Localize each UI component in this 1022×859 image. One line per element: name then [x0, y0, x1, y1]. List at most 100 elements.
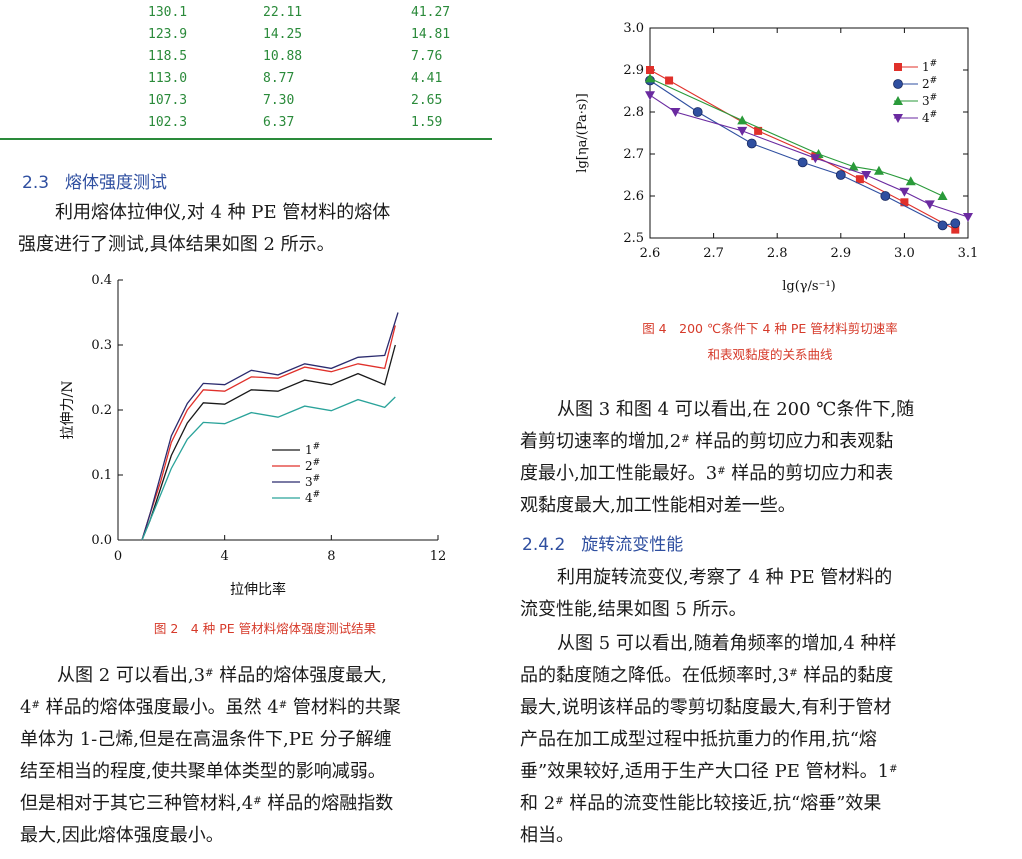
- paragraph-line: 从图 5 可以看出,随着角频率的增加,4 种样: [557, 633, 897, 654]
- paragraph-line: 强度进行了测试,具体结果如图 2 所示。: [18, 234, 335, 255]
- paragraph-line: 和 2# 样品的流变性能比较接近,抗“熔垂”效果: [520, 793, 882, 814]
- figure-2-caption: 图 2 4 种 PE 管材料熔体强度测试结果: [153, 621, 377, 636]
- section-number: 2.4.2: [522, 535, 566, 555]
- series-line-4: [649, 94, 969, 218]
- data-point-1: [951, 225, 960, 234]
- paragraph-line: 观黏度最大,加工性能相对差一些。: [520, 495, 796, 516]
- table-cell: 130.1: [148, 5, 188, 20]
- legend-label: 2#: [922, 76, 937, 91]
- paragraph-line: 最大,说明该样品的零剪切黏度最大,有利于管材: [520, 697, 892, 718]
- data-point-3: [905, 176, 916, 186]
- section-title: 旋转流变性能: [581, 535, 684, 555]
- paragraph-line: 产品在加工成型过程中抵抗重力的作用,抗“熔: [520, 729, 877, 750]
- series-line-3: [141, 312, 399, 541]
- y-tick-label: 0.2: [91, 403, 112, 418]
- data-point-4: [861, 171, 872, 180]
- section-title: 熔体强度测试: [65, 173, 168, 193]
- table-bottom-rule: [0, 138, 492, 140]
- x-tick-label: 8: [327, 549, 335, 564]
- data-point-1: [855, 175, 864, 184]
- data-point-4: [670, 108, 681, 117]
- data-point-2: [937, 220, 948, 231]
- x-axis-label: 拉伸比率: [230, 581, 286, 598]
- paragraph-2-3: 利用熔体拉伸仪,对 4 种 PE 管材料的熔体 强度进行了测试,具体结果如图 2…: [18, 197, 492, 261]
- table-row: 113.0 8.77 4.41: [0, 71, 492, 93]
- section-heading-2-3: 2.3 熔体强度测试: [22, 168, 167, 193]
- paragraph-line: 从图 3 和图 4 可以看出,在 200 ℃条件下,随: [557, 399, 915, 420]
- legend-marker: [893, 114, 903, 123]
- data-point-4: [924, 200, 935, 210]
- y-tick-label: 2.8: [623, 105, 644, 120]
- data-point-3: [873, 165, 884, 175]
- table-row: 118.5 10.88 7.76: [0, 49, 492, 71]
- table-cell: 118.5: [148, 49, 188, 64]
- legend-label: 2#: [305, 458, 320, 473]
- paragraph-line: 品的黏度随之降低。在低频率时,3# 样品的黏度: [520, 665, 894, 686]
- y-tick-label: 2.6: [623, 189, 644, 204]
- x-tick-label: 0: [114, 549, 122, 564]
- data-point-3: [937, 191, 948, 200]
- y-tick-label: 0.4: [91, 273, 112, 288]
- data-point-4: [737, 126, 748, 136]
- data-point-2: [835, 170, 846, 180]
- right-column: 2.5 2.6 2.7 2.8 2.9 3.0 2.6 2.7 2.8 2.9 3.0 3.1 lg(γ…: [520, 0, 1022, 859]
- table-cell: 7.76: [411, 49, 443, 64]
- data-point-4: [899, 187, 910, 197]
- series-line-1: [649, 69, 956, 231]
- table-cell: 4.41: [411, 71, 443, 86]
- table-cell: 10.88: [263, 49, 303, 64]
- table-cell: 2.65: [411, 93, 443, 108]
- series-line-2: [141, 325, 396, 541]
- x-tick-label: 2.8: [767, 246, 788, 261]
- table-row: 130.1 22.11 41.27: [0, 5, 492, 27]
- series-line-3: [649, 77, 943, 197]
- x-tick-label: 12: [430, 549, 447, 564]
- y-tick-label: 2.7: [623, 147, 644, 162]
- table-cell: 7.30: [263, 93, 295, 108]
- figure-4-viscosity-chart: 2.52.62.72.82.93.02.6 2.7 2.8 2.9 3.0 3.1lg(γ…: [575, 21, 979, 294]
- section-number: 2.3: [22, 173, 50, 193]
- x-tick-label: 2.9: [830, 246, 851, 261]
- legend-label: 4#: [305, 490, 320, 505]
- paragraph-line: 相当。: [520, 825, 574, 846]
- legend-marker: [893, 79, 903, 89]
- x-tick-label: 4: [221, 549, 229, 564]
- plot-frame: [649, 27, 969, 239]
- series-line-2: [649, 80, 956, 226]
- data-point-3: [848, 161, 859, 171]
- figure-4-caption-line-2: 和表观黏度的关系曲线: [707, 347, 833, 362]
- data-point-1: [646, 66, 654, 74]
- data-point-4: [645, 91, 655, 101]
- data-point-4: [963, 213, 973, 222]
- table-cell: 123.9: [148, 27, 188, 42]
- paragraph-line: 着剪切速率的增加,2# 样品的剪切应力和表观黏: [520, 431, 894, 452]
- series-line-1: [141, 344, 396, 541]
- paragraph-fig5-discussion: 从图 5 可以看出,随着角频率的增加,4 种样 品的黏度随之降低。在低频率时,3…: [520, 628, 1012, 852]
- paragraph-rotational-rheometry: 利用旋转流变仪,考察了 4 种 PE 管材料的 流变性能,结果如图 5 所示。: [520, 562, 1012, 626]
- y-tick-label: 0.0: [91, 533, 112, 548]
- legend-label: 3#: [305, 474, 320, 489]
- data-point-2: [746, 138, 757, 149]
- table-cell: 8.77: [263, 71, 295, 86]
- data-point-3: [737, 115, 748, 125]
- figure-2-melt-strength-chart: 0.0 0.1 0.2 0.3 0.4 0 4 8 12 拉伸比率 拉伸力/N 1#2#3#4#: [60, 273, 447, 598]
- paragraph-line: 从图 2 可以看出,3# 样品的熔体强度最大,: [57, 665, 387, 686]
- legend-label: 1#: [922, 59, 937, 74]
- table-cell: 102.3: [148, 115, 188, 130]
- section-heading-2-4-2: 2.4.2 旋转流变性能: [522, 530, 683, 555]
- table-cell: 6.37: [263, 115, 295, 130]
- paragraph-line: 结至相当的程度,使共聚单体类型的影响减弱。: [20, 761, 386, 782]
- legend-marker: [894, 63, 902, 71]
- legend-label: 3#: [922, 93, 937, 108]
- x-tick-label: 3.1: [958, 246, 979, 261]
- table-row: 123.9 14.25 14.81: [0, 27, 492, 49]
- paragraph-line: 流变性能,结果如图 5 所示。: [520, 599, 747, 620]
- x-tick-label: 2.6: [640, 246, 661, 261]
- x-axis-label: lg(γ/s⁻¹): [782, 279, 836, 294]
- y-axis-label: 拉伸力/N: [60, 381, 76, 440]
- data-point-3: [645, 73, 655, 83]
- table-cell: 14.25: [263, 27, 303, 42]
- table-cell: 22.11: [263, 5, 303, 20]
- paragraph-fig3-fig4-discussion: 从图 3 和图 4 可以看出,在 200 ℃条件下,随 着剪切速率的增加,2# …: [520, 394, 1012, 522]
- paragraph-line: 垂”效果较好,适用于生产大口径 PE 管材料。1#: [520, 761, 898, 782]
